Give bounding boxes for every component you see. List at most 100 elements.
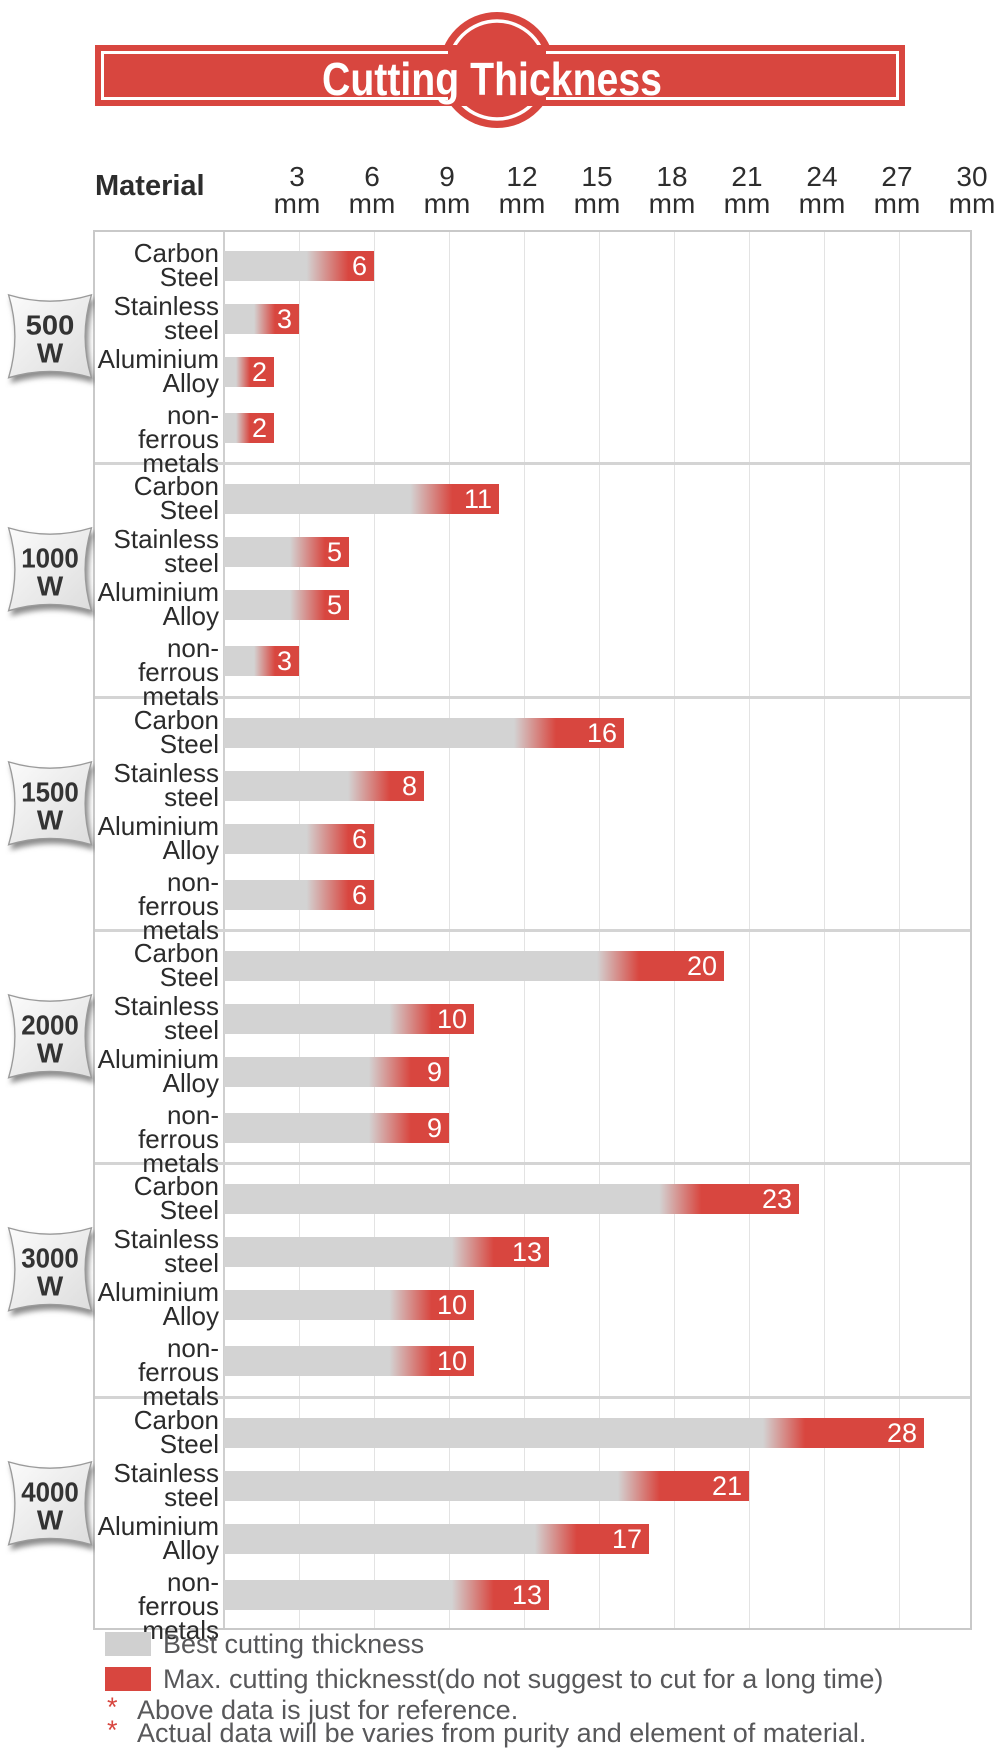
material-label-non-ferrous-metals: non-ferrous metals	[95, 1569, 219, 1643]
material-label-line: Steel	[159, 1428, 219, 1459]
material-label-line: Alloy	[162, 1068, 219, 1098]
group-separator	[95, 1162, 970, 1166]
badge-pillow-shape	[7, 993, 93, 1079]
power-unit-label: W	[37, 571, 64, 602]
bar-1000W-carbon-steel: 11	[224, 484, 499, 515]
power-group-500W: Carbon Steel 6 Stainless steel 3 Aluminium Allo…	[95, 232, 970, 476]
bar-value: 6	[351, 879, 367, 910]
material-label-line: Carbon	[133, 1404, 219, 1435]
material-label-line: Steel	[159, 1195, 219, 1226]
material-label-stainless-steel: Stainless steel	[95, 291, 220, 343]
material-label-line: Carbon	[133, 238, 219, 268]
tick-value: 15	[581, 161, 613, 192]
power-unit-label: W	[37, 804, 64, 835]
material-label-line: metals	[142, 1148, 219, 1178]
power-group-2000W: Carbon Steel 20 Stainless steel 10 Aluminium Al…	[95, 932, 970, 1176]
legend-label-best: Best cutting thickness	[163, 1629, 425, 1659]
bar-value: 23	[761, 1184, 792, 1215]
badge-pillow-shape	[7, 293, 93, 379]
tick-value: 27	[881, 161, 913, 192]
power-value-label: 1000	[21, 543, 79, 574]
material-label-stainless-steel: Stainless steel	[95, 993, 220, 1045]
bar-value: 17	[611, 1523, 642, 1554]
material-label-line: Alloy	[162, 601, 219, 632]
bar-value: 9	[426, 1057, 442, 1087]
power-unit-label: W	[37, 1504, 64, 1535]
asterisk-marker: *	[107, 1715, 118, 1745]
x-axis-tick-27mm: 27 mm	[859, 161, 935, 218]
bar-value: 6	[351, 251, 367, 281]
material-label-line: Alloy	[162, 834, 219, 865]
badge-pillow-shape	[7, 527, 93, 613]
bar-1000W-non-ferrous-metals: 3	[224, 646, 299, 677]
material-label-line: Steel	[159, 728, 219, 759]
material-label-line: non-ferrous	[138, 1100, 219, 1154]
bar-3000W-carbon-steel: 23	[224, 1184, 799, 1215]
material-label-line: Alloy	[162, 368, 219, 398]
material-label-line: Stainless	[113, 1224, 220, 1255]
material-label-aluminium-alloy: Aluminium Alloy	[95, 813, 219, 865]
bar-2000W-stainless-steel: 10	[224, 1004, 474, 1034]
tick-unit: mm	[573, 188, 621, 219]
power-unit-label: W	[37, 1037, 64, 1068]
tick-unit: mm	[273, 188, 321, 219]
bar-1500W-non-ferrous-metals: 6	[224, 879, 374, 910]
footnote-2: * Actual data will be varies from purity …	[107, 1715, 866, 1747]
bar-value: 3	[276, 304, 292, 334]
material-label-carbon-steel: Carbon Steel	[95, 1173, 219, 1226]
group-separator	[95, 695, 970, 699]
group-separator	[95, 928, 970, 932]
bar-2000W-aluminium-alloy: 9	[224, 1057, 449, 1087]
material-label-line: metals	[142, 681, 219, 712]
material-label-non-ferrous-metals: non-ferrous metals	[95, 1335, 219, 1409]
tick-value: 24	[806, 161, 838, 192]
chart-area: Carbon Steel 6 Stainless steel 3 Aluminium Allo…	[93, 230, 972, 1643]
power-group-1500W: Carbon Steel 16 Stainless steel 8 Aluminium All…	[95, 699, 970, 943]
bar-3000W-aluminium-alloy: 10	[224, 1290, 474, 1321]
material-label-carbon-steel: Carbon Steel	[95, 940, 219, 990]
material-label-aluminium-alloy: Aluminium Alloy	[95, 1277, 219, 1329]
tick-unit: mm	[348, 188, 396, 219]
bar-value: 5	[326, 537, 342, 568]
power-group-1000W: Carbon Steel 11 Stainless steel 5 Aluminium All…	[95, 465, 970, 709]
bar-value: 6	[351, 823, 367, 854]
tick-unit: mm	[648, 188, 696, 219]
tick-unit: mm	[423, 188, 471, 219]
material-label-line: Aluminium	[97, 1277, 219, 1308]
material-label-line: Aluminium	[97, 577, 219, 608]
material-label-non-ferrous-metals: non-ferrous metals	[95, 402, 219, 476]
footnote-1: * Above data is just for reference.	[107, 1694, 518, 1724]
x-axis-tick-3mm: 3 mm	[259, 163, 335, 219]
bar-value: 5	[326, 590, 342, 621]
material-label-line: Stainless	[113, 291, 220, 321]
power-value-label: 3000	[21, 1243, 79, 1274]
material-label-non-ferrous-metals: non-ferrous metals	[95, 1100, 219, 1178]
power-value-label: 2000	[21, 1010, 79, 1041]
material-label-line: metals	[142, 914, 219, 945]
bar-4000W-aluminium-alloy: 17	[224, 1523, 649, 1554]
bar-4000W-non-ferrous-metals: 13	[224, 1579, 549, 1610]
material-label-carbon-steel: Carbon Steel	[95, 238, 219, 290]
banner-band-center-patch	[448, 47, 546, 104]
x-axis-tick-30mm: 30 mm	[934, 163, 1000, 219]
power-unit-label: W	[37, 337, 64, 368]
x-axis-tick-24mm: 24 mm	[784, 161, 860, 218]
tick-unit: mm	[948, 188, 996, 219]
bar-1000W-aluminium-alloy: 5	[224, 590, 349, 621]
material-label-line: steel	[164, 1248, 219, 1279]
material-label-line: Carbon	[133, 704, 219, 735]
material-label-line: steel	[164, 1015, 219, 1045]
footnote-text: Above data is just for reference.	[137, 1695, 519, 1725]
x-axis-tick-9mm: 9 mm	[409, 163, 485, 219]
bar-2000W-carbon-steel: 20	[224, 951, 724, 981]
material-label-carbon-steel: Carbon Steel	[95, 704, 219, 759]
bar-500W-aluminium-alloy: 2	[224, 357, 274, 387]
material-label-line: steel	[164, 548, 219, 579]
bar-value: 20	[686, 951, 717, 981]
material-label-line: steel	[164, 1481, 219, 1512]
bar-value: 10	[436, 1346, 467, 1377]
bar-value: 21	[711, 1470, 742, 1501]
